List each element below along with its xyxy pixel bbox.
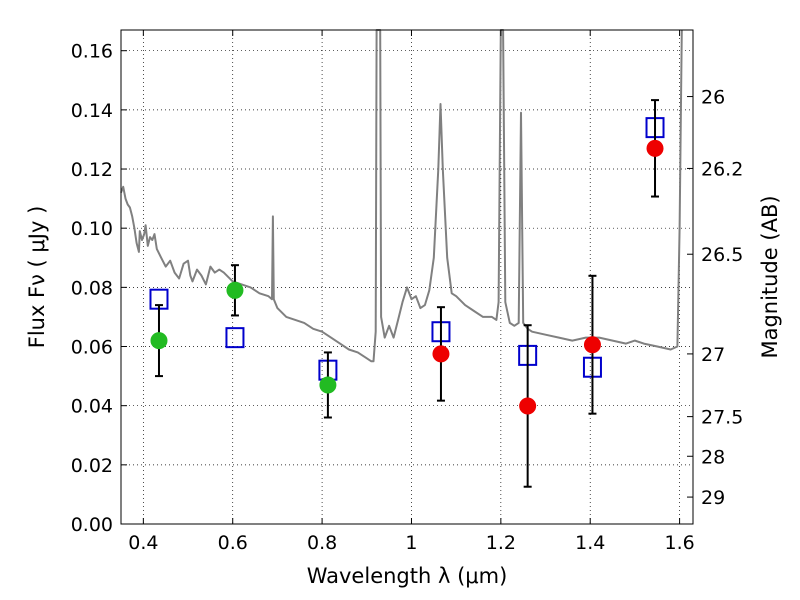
x-tick-label: 1 — [405, 532, 417, 554]
x-tick-label: 0.6 — [218, 532, 248, 554]
x-tick-label: 0.4 — [128, 532, 158, 554]
y2-tick-label: 26.5 — [701, 244, 743, 266]
y2-axis-label: Magnitude (AB) — [758, 195, 782, 358]
y2-tick-label: 27 — [701, 344, 725, 366]
model-spectrum — [120, 29, 683, 363]
x-tick-label: 0.8 — [307, 532, 337, 554]
y-tick-label: 0.06 — [71, 337, 113, 359]
green-circle-marker — [150, 332, 168, 350]
y2-tick-label: 29 — [701, 487, 725, 509]
y-tick-label: 0.08 — [71, 277, 113, 299]
blue-square-marker — [225, 327, 245, 349]
y-tick-label: 0.12 — [71, 159, 113, 181]
x-axis-ticks: 0.4 0.6 0.8 1 1.2 1.4 1.6 — [128, 30, 695, 554]
y-tick-label: 0.10 — [71, 218, 113, 240]
y2-axis-ticks: 26 26.2 26.5 27 27.5 28 29 — [687, 87, 743, 509]
y-tick-label: 0.00 — [71, 514, 113, 536]
x-tick-label: 1.2 — [486, 532, 516, 554]
green-circle-marker — [226, 281, 244, 299]
model-spectrum-line — [120, 29, 683, 363]
x-tick-label: 1.6 — [664, 532, 694, 554]
y2-tick-label: 27.5 — [701, 407, 743, 429]
y-tick-label: 0.04 — [71, 396, 113, 418]
y-tick-label: 0.14 — [71, 100, 113, 122]
red-circle-marker — [519, 397, 537, 415]
red-circle-marker — [432, 345, 450, 363]
y2-tick-label: 28 — [701, 446, 725, 468]
x-tick-label: 1.4 — [575, 532, 605, 554]
y-axis-ticks: 0.00 0.02 0.04 0.06 0.08 0.10 0.12 0.14 0.16 — [71, 41, 127, 536]
x-axis-label: Wavelength λ (μm) — [307, 564, 508, 588]
y2-tick-label: 26 — [701, 87, 725, 109]
green-circle-marker — [319, 376, 337, 394]
y-tick-label: 0.02 — [71, 455, 113, 477]
plot-frame — [120, 29, 694, 525]
y-tick-label: 0.16 — [71, 41, 113, 63]
y2-tick-label: 26.2 — [701, 158, 743, 180]
red-circle-marker — [583, 336, 601, 354]
y-axis-label: Flux Fν ( μJy ) — [25, 206, 49, 349]
red-circle-marker — [646, 139, 664, 157]
photometry-points — [149, 99, 665, 488]
